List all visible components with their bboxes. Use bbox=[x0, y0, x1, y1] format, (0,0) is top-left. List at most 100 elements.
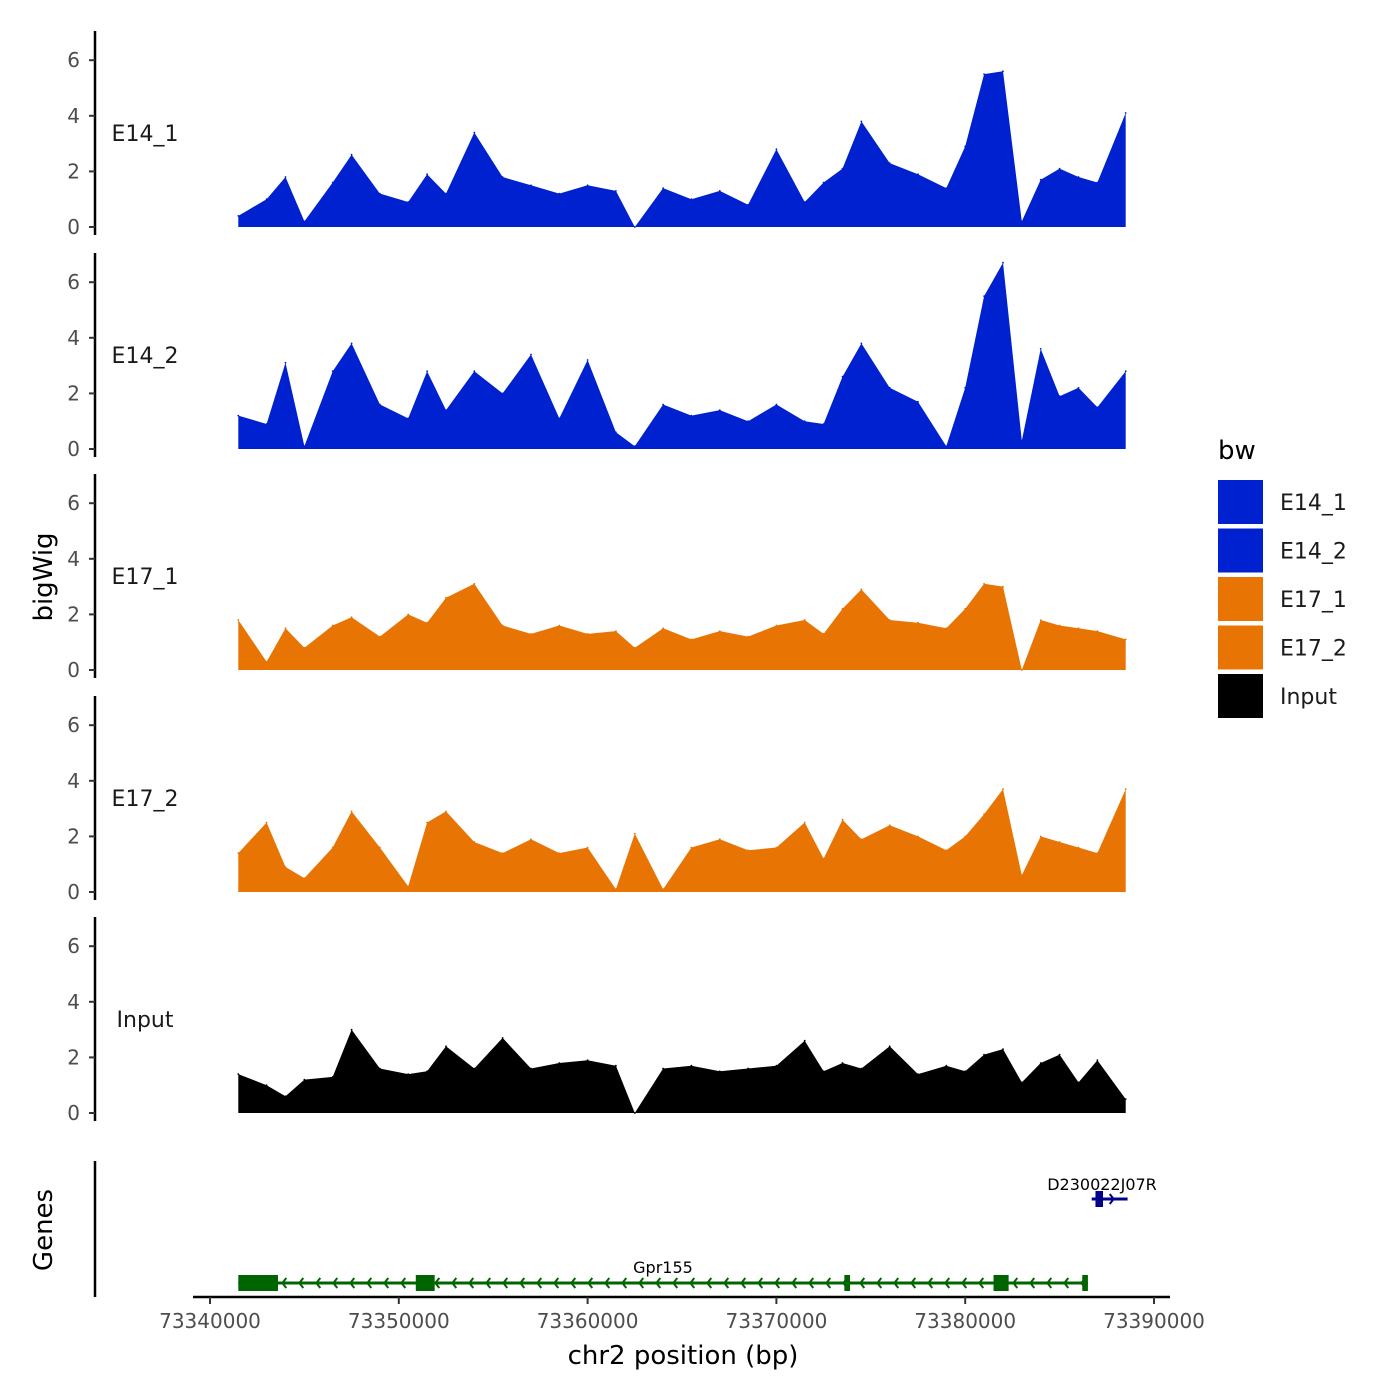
data-point-Input bbox=[1020, 1081, 1023, 1084]
data-point-E17_1 bbox=[633, 646, 636, 649]
data-point-E14_1 bbox=[265, 198, 268, 201]
exon-block bbox=[415, 1275, 435, 1291]
data-point-E14_2 bbox=[350, 342, 353, 345]
data-point-E17_1 bbox=[473, 582, 476, 585]
data-point-E14_2 bbox=[747, 420, 749, 423]
track-panel-E14_1: 0 2 4 6 E14_1 bbox=[67, 31, 1127, 239]
data-point-E17_1 bbox=[718, 630, 721, 632]
data-point-E14_2 bbox=[983, 295, 985, 297]
data-point-Input bbox=[331, 1076, 334, 1078]
strand-arrow bbox=[1063, 1277, 1070, 1289]
legend-key-Input bbox=[1218, 674, 1263, 718]
data-point-E17_1 bbox=[615, 630, 617, 632]
data-point-Input bbox=[445, 1045, 447, 1048]
data-point-E14_1 bbox=[1096, 181, 1099, 184]
data-point-E17_2 bbox=[237, 852, 240, 854]
data-point-E17_2 bbox=[426, 821, 428, 824]
legend-label-Input: Input bbox=[1280, 685, 1337, 710]
legend-title: bw bbox=[1218, 436, 1256, 466]
strand-arrow bbox=[706, 1277, 713, 1289]
data-point-E14_1 bbox=[284, 176, 287, 178]
data-point-E17_1 bbox=[303, 646, 306, 649]
strand-arrow bbox=[961, 1277, 968, 1289]
x-tick-label: 73380000 bbox=[914, 1309, 1016, 1333]
data-point-Input bbox=[1124, 1098, 1127, 1100]
data-point-E14_1 bbox=[615, 190, 617, 192]
legend-label-E17_2: E17_2 bbox=[1280, 637, 1347, 662]
strand-arrow bbox=[536, 1277, 543, 1289]
data-point-E17_1 bbox=[775, 624, 778, 627]
strand-arrow bbox=[689, 1277, 696, 1289]
x-tick-label: 73390000 bbox=[1103, 1309, 1205, 1333]
track-panel-E14_2: 0 2 4 6 E14_2 bbox=[67, 253, 1127, 461]
data-point-E17_2 bbox=[1096, 852, 1099, 854]
y-tick-label: 0 bbox=[67, 437, 80, 461]
data-point-E14_2 bbox=[860, 342, 863, 345]
strand-arrow bbox=[757, 1277, 764, 1289]
gene-label-D230022J07Rik: D230022J07R bbox=[1047, 1175, 1157, 1194]
data-point-E17_2 bbox=[558, 852, 561, 854]
data-point-E17_1 bbox=[1077, 627, 1080, 630]
track-panel-E17_1: 0 2 4 6 E17_1 bbox=[67, 474, 1127, 682]
data-point-Input bbox=[530, 1067, 532, 1070]
strand-arrow bbox=[910, 1277, 917, 1289]
strand-arrow bbox=[485, 1277, 492, 1289]
data-point-E17_2 bbox=[945, 849, 948, 852]
track-label-E14_1: E14_1 bbox=[112, 122, 179, 147]
y-tick-label: 6 bbox=[67, 491, 80, 515]
legend-key-E14_1 bbox=[1218, 480, 1263, 524]
y-tick-label: 0 bbox=[67, 1101, 80, 1125]
y-tick-label: 4 bbox=[67, 990, 80, 1014]
y-tick-label: 2 bbox=[67, 159, 80, 183]
strand-arrow bbox=[774, 1277, 781, 1289]
data-point-E17_2 bbox=[303, 877, 306, 879]
data-point-E17_2 bbox=[1020, 874, 1023, 877]
data-point-E14_1 bbox=[473, 131, 476, 134]
strand-arrow bbox=[893, 1277, 900, 1289]
data-point-Input bbox=[284, 1095, 287, 1098]
y-tick-label: 6 bbox=[67, 713, 80, 737]
data-point-E14_2 bbox=[945, 445, 948, 448]
strand-arrow bbox=[434, 1277, 441, 1289]
data-point-E14_2 bbox=[265, 423, 268, 425]
track-label-Input: Input bbox=[117, 1008, 174, 1033]
strand-arrow bbox=[587, 1277, 594, 1289]
strand-arrow bbox=[791, 1277, 798, 1289]
y-tick-label: 2 bbox=[67, 1045, 80, 1069]
data-point-Input bbox=[426, 1070, 428, 1073]
strand-arrow bbox=[859, 1277, 866, 1289]
x-tick-label: 73370000 bbox=[726, 1309, 828, 1333]
strand-arrow bbox=[672, 1277, 679, 1289]
track-label-E14_2: E14_2 bbox=[112, 344, 179, 369]
strand-arrow bbox=[740, 1277, 747, 1289]
legend: bw E14_1 E14_2 E17_1 E17_2 Input bbox=[1218, 436, 1347, 718]
data-point-Input bbox=[718, 1070, 721, 1073]
data-point-E14_2 bbox=[407, 417, 410, 420]
data-point-E14_1 bbox=[983, 73, 985, 75]
exon-block bbox=[844, 1275, 851, 1291]
data-point-E17_1 bbox=[407, 613, 410, 616]
y-tick-label: 6 bbox=[67, 934, 80, 958]
data-point-E14_2 bbox=[1096, 406, 1099, 409]
data-point-E14_2 bbox=[1124, 370, 1127, 373]
area-series-E14_2 bbox=[238, 262, 1126, 449]
data-point-E14_2 bbox=[530, 353, 532, 356]
data-point-E17_2 bbox=[917, 835, 919, 838]
data-point-E17_1 bbox=[586, 633, 589, 635]
data-point-E14_2 bbox=[615, 431, 617, 434]
gene-Gpr155: Gpr155 bbox=[238, 1258, 1088, 1291]
y-axis-title: bigWig bbox=[29, 532, 59, 621]
data-point-E17_2 bbox=[265, 821, 268, 824]
data-point-E14_1 bbox=[426, 173, 428, 176]
data-point-E14_1 bbox=[558, 192, 561, 195]
strand-arrow bbox=[315, 1277, 322, 1289]
exon-block bbox=[993, 1275, 1009, 1291]
data-point-E17_1 bbox=[1096, 630, 1099, 632]
data-point-E17_2 bbox=[350, 810, 353, 813]
data-point-Input bbox=[917, 1073, 919, 1075]
data-point-E17_2 bbox=[331, 846, 334, 849]
data-point-E17_1 bbox=[964, 607, 967, 610]
data-point-E14_1 bbox=[303, 220, 306, 223]
data-point-Input bbox=[586, 1059, 589, 1062]
